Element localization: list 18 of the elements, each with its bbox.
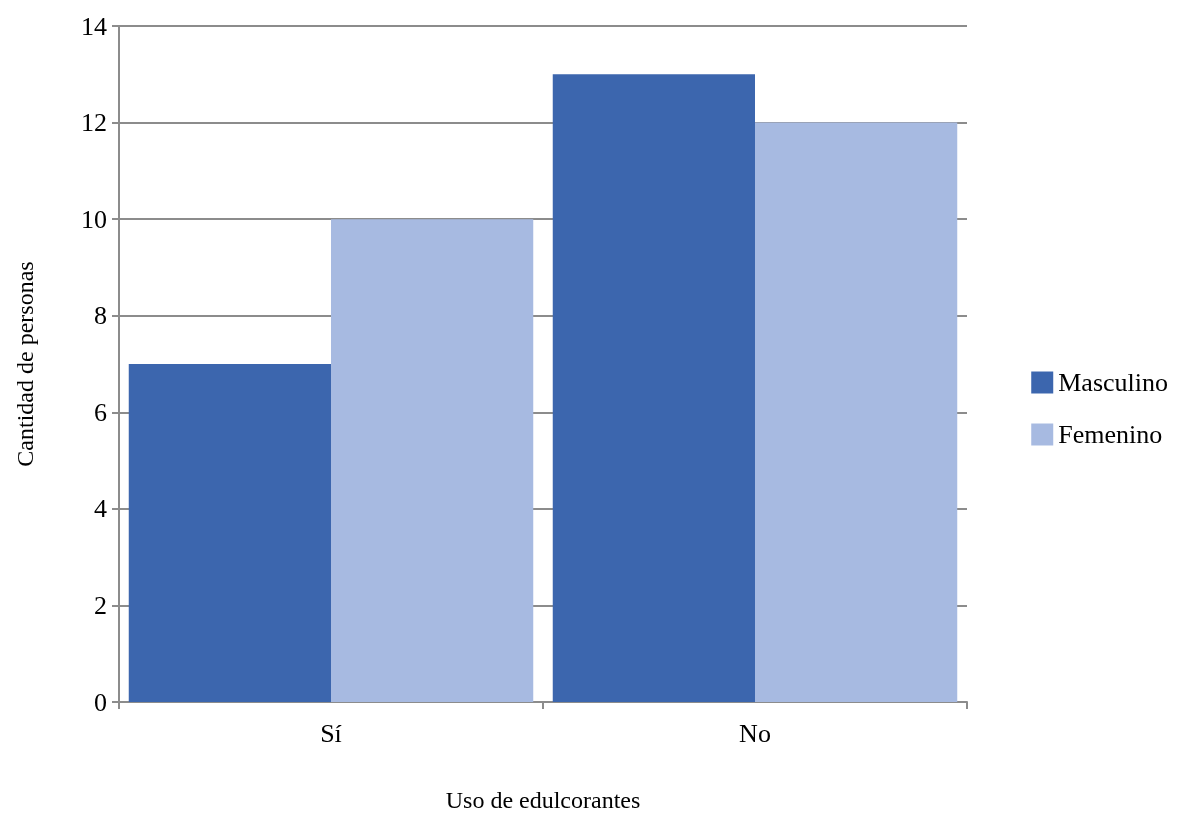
x-tick-label: Sí bbox=[320, 718, 342, 748]
x-axis-title: Uso de edulcorantes bbox=[445, 787, 641, 813]
bar bbox=[552, 74, 755, 702]
y-tick-label: 12 bbox=[81, 108, 107, 138]
y-tick-label: 10 bbox=[81, 204, 107, 234]
y-tick-label: 14 bbox=[81, 11, 107, 41]
legend-label: Masculino bbox=[1058, 368, 1168, 397]
x-tick-label: No bbox=[739, 718, 771, 748]
legend-label: Femenino bbox=[1058, 420, 1163, 449]
bar bbox=[755, 122, 958, 702]
y-tick-label: 6 bbox=[94, 397, 107, 427]
y-tick-label: 4 bbox=[94, 494, 107, 524]
bar bbox=[128, 364, 331, 702]
y-axis-title: Cantidad de personas bbox=[12, 261, 38, 467]
bar bbox=[331, 219, 534, 702]
y-tick-label: 2 bbox=[94, 590, 107, 620]
y-tick-label: 0 bbox=[94, 687, 107, 717]
y-tick-label: 8 bbox=[94, 301, 107, 331]
